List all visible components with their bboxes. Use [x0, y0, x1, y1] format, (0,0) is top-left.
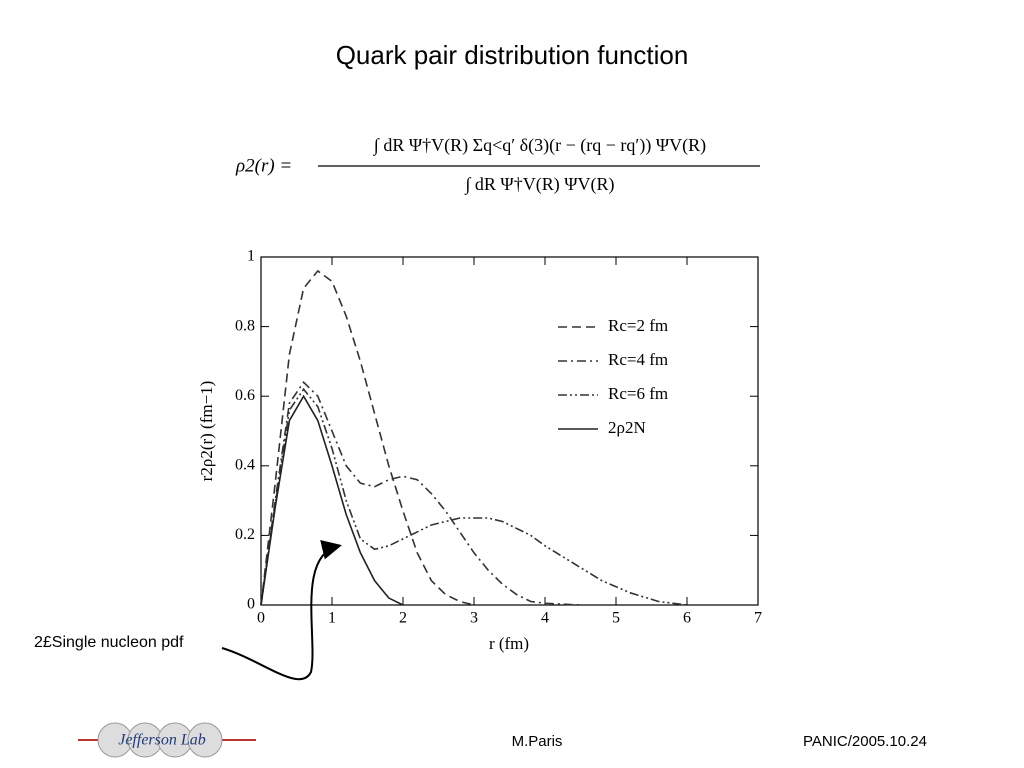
legend-label: Rc=2 fm	[608, 316, 668, 335]
y-tick-label: 0.6	[235, 387, 255, 404]
x-tick-label: 1	[328, 610, 336, 627]
annotation-arrow	[221, 540, 342, 681]
data-line	[260, 387, 688, 606]
slide-title: Quark pair distribution function	[336, 40, 689, 70]
data-line	[260, 269, 475, 606]
x-tick-label: 7	[754, 610, 762, 627]
x-axis-label: r (fm)	[489, 634, 529, 653]
y-tick-label: 1	[247, 248, 255, 265]
logo: Jefferson Lab	[78, 722, 256, 758]
legend-label: Rc=6 fm	[608, 384, 668, 403]
data-line	[260, 381, 581, 606]
data-line	[260, 394, 404, 606]
y-tick-label: 0	[247, 596, 255, 613]
formula-denominator: ∫ dR Ψ†V(R) ΨV(R)	[465, 174, 615, 195]
y-tick-label: 0.8	[235, 317, 255, 334]
x-tick-label: 0	[257, 610, 265, 627]
formula-numerator: ∫ dR Ψ†V(R) Σq<q′ δ(3)(r − (rq − rq′)) Ψ…	[373, 135, 706, 156]
y-tick-label: 0.4	[235, 456, 255, 473]
annotation: 2£Single nucleon pdf	[34, 634, 184, 651]
legend-label: 2ρ2N	[608, 418, 646, 437]
footer-event: PANIC/2005.10.24	[803, 733, 927, 750]
x-tick-label: 4	[541, 610, 549, 627]
formula-lhs: ρ2(r) =	[235, 155, 292, 176]
y-tick-label: 0.2	[235, 526, 255, 543]
y-axis-label: r2ρ2(r) (fm−1)	[197, 381, 216, 482]
logo-text: Jefferson Lab	[118, 732, 206, 749]
x-tick-label: 6	[683, 610, 691, 627]
x-tick-label: 5	[612, 610, 620, 627]
footer-author: M.Paris	[512, 733, 563, 750]
plot-frame	[260, 256, 759, 606]
x-tick-label: 2	[399, 610, 407, 627]
x-tick-label: 3	[470, 610, 478, 627]
legend-label: Rc=4 fm	[608, 350, 668, 369]
